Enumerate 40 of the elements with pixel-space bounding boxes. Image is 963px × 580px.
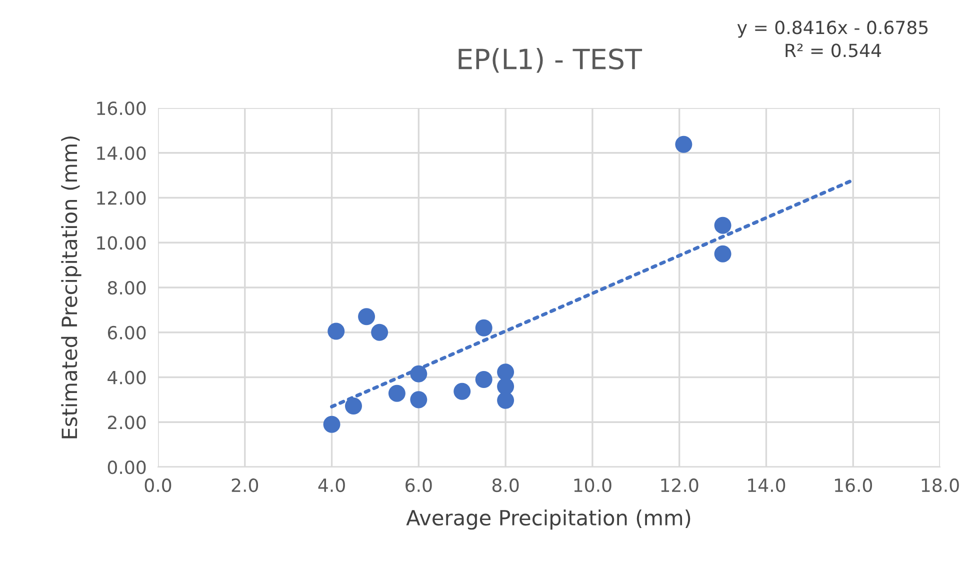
y-axis-title: Estimated Precipitation (mm): [61, 136, 82, 438]
x-tick-label: 18.0: [922, 478, 959, 492]
x-tick-label: 10.0: [574, 478, 612, 492]
point: [358, 308, 376, 326]
y-tick-label: 12.00: [97, 191, 146, 205]
y-tick-label: 4.00: [108, 370, 146, 384]
x-tick-label: 4.0: [318, 478, 345, 492]
x-tick-label: 6.0: [406, 478, 432, 492]
y-tick-label: 10.00: [97, 236, 146, 250]
point: [675, 136, 692, 153]
point: [454, 382, 471, 400]
point: [323, 416, 340, 433]
y-tick-label: 14.00: [97, 146, 146, 160]
y-tick-label: 0.00: [108, 460, 146, 474]
y-tick-label: 6.00: [108, 326, 146, 340]
x-tick-label: 12.0: [661, 478, 698, 492]
x-tick-label: 8.0: [492, 478, 519, 492]
point: [371, 324, 388, 341]
point: [475, 370, 492, 388]
point: [410, 365, 428, 382]
point: [714, 245, 732, 262]
x-tick-label: 14.0: [748, 478, 786, 492]
y-tick-label: 2.00: [108, 416, 146, 430]
text: y = 0.8416x - 0.6785 R² = 0.544: [737, 20, 928, 58]
point: [497, 392, 514, 409]
y-tick-label: 16.00: [97, 101, 146, 116]
chart-title: EP(L1) - TEST: [458, 48, 642, 73]
point: [497, 378, 514, 395]
x-axis-title: Average Precipitation (mm): [406, 509, 690, 530]
y-tick-label: 8.00: [108, 280, 146, 295]
x-tick-label: 0.0: [144, 478, 172, 492]
point: [497, 364, 514, 381]
x-tick-label: 16.0: [834, 478, 872, 492]
point: [328, 322, 345, 340]
point: [410, 391, 428, 408]
point: [475, 319, 492, 336]
point: [714, 216, 732, 234]
x-tick-label: 2.0: [232, 478, 258, 492]
point: [344, 397, 362, 414]
point: [388, 384, 406, 402]
